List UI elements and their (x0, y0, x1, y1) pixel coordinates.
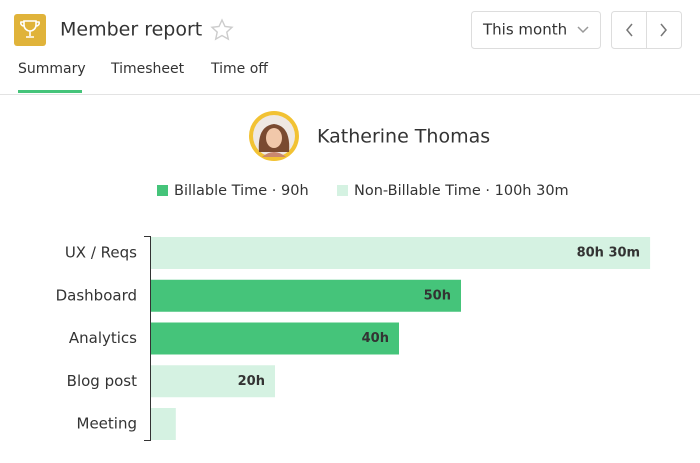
category-label: Analytics (69, 329, 137, 347)
tab-time-off[interactable]: Time off (210, 61, 268, 77)
avatar-shirt (262, 152, 286, 157)
value-label: 50h (424, 288, 451, 303)
trophy-glyph (20, 20, 40, 38)
avatar-face (266, 128, 282, 148)
favorite-star[interactable] (210, 18, 234, 41)
period-dropdown[interactable] (471, 11, 601, 49)
bar (151, 365, 275, 398)
time-chart: Billable Time · 90h Non-Billable Time · 1… (56, 183, 651, 441)
bar (151, 279, 461, 312)
value-label: 40h (362, 331, 389, 346)
legend-label: Billable Time · 90h (174, 183, 309, 199)
next-button[interactable] (660, 23, 667, 37)
trophy-icon (14, 14, 46, 46)
legend-label: Non-Billable Time · 100h 30m (354, 183, 569, 199)
tab-summary[interactable]: Summary (18, 61, 86, 77)
value-label: 20h (238, 374, 265, 389)
dropdown-chevron (577, 26, 589, 34)
prev-button[interactable] (626, 23, 633, 37)
page-title: Member report (60, 19, 202, 41)
category-label: Meeting (77, 415, 137, 433)
active-tab-underline (18, 90, 82, 93)
category-label: Dashboard (56, 286, 137, 304)
value-label: 80h 30m (577, 246, 641, 261)
tab-timesheet[interactable]: Timesheet (110, 61, 185, 77)
bar (151, 322, 399, 355)
category-label: Blog post (67, 372, 137, 390)
legend-swatch (157, 185, 168, 196)
bar (151, 237, 651, 269)
category-label: UX / Reqs (65, 244, 137, 262)
legend-swatch (337, 185, 348, 196)
bar (151, 408, 176, 440)
period-label: This month (482, 21, 567, 39)
member-name: Katherine Thomas (317, 126, 490, 148)
